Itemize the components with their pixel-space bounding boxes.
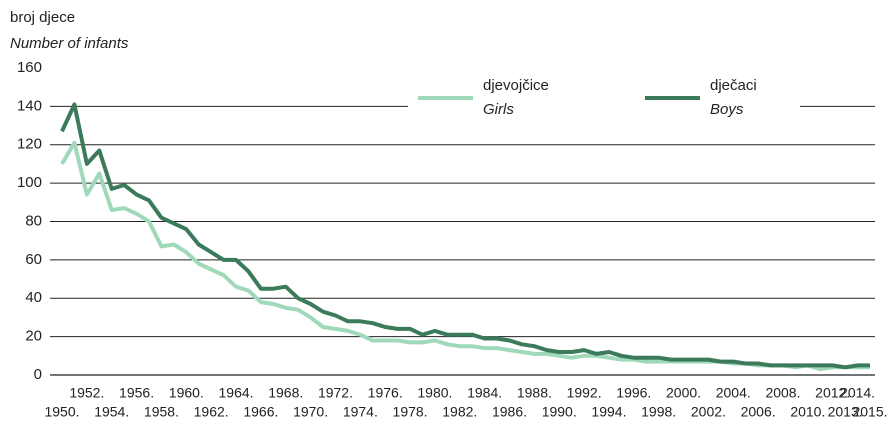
x-tick-label: 1974. [343, 404, 378, 420]
x-tick-label: 2010. [790, 404, 825, 420]
x-tick-label: 2000. [666, 385, 701, 401]
x-tick-label: 1958. [144, 404, 179, 420]
x-tick-label: 1960. [169, 385, 204, 401]
x-tick-label: 1986. [492, 404, 527, 420]
y-tick-label: 160 [17, 59, 42, 76]
legend-background [408, 72, 800, 127]
x-tick-label: 1968. [268, 385, 303, 401]
x-tick-label: 1964. [219, 385, 254, 401]
x-tick-label: 1972. [318, 385, 353, 401]
x-tick-label: 1980. [417, 385, 452, 401]
x-tick-label: 2013. [828, 404, 863, 420]
x-tick-label: 2006. [741, 404, 776, 420]
y-tick-label: 40 [25, 289, 42, 306]
x-tick-label: 2012. [815, 385, 850, 401]
y-tick-label: 60 [25, 251, 42, 268]
x-tick-label: 1994. [591, 404, 626, 420]
x-tick-label: 1992. [567, 385, 602, 401]
x-tick-label: 1950. [44, 404, 79, 420]
legend-label-en: Girls [483, 101, 514, 118]
y-axis-label-en: Number of infants [10, 35, 129, 52]
y-tick-label: 100 [17, 174, 42, 191]
y-tick-label: 20 [25, 328, 42, 345]
x-tick-label: 2008. [765, 385, 800, 401]
y-tick-label: 120 [17, 136, 42, 153]
legend-label-en: Boys [710, 101, 744, 118]
x-tick-label: 2004. [716, 385, 751, 401]
x-tick-label: 1996. [616, 385, 651, 401]
x-tick-label: 1984. [467, 385, 502, 401]
x-tick-label: 1978. [393, 404, 428, 420]
x-tick-label: 2002. [691, 404, 726, 420]
legend-label: dječaci [710, 77, 757, 94]
legend-label: djevojčice [483, 77, 549, 94]
x-tick-label: 1952. [69, 385, 104, 401]
x-tick-label: 1966. [243, 404, 278, 420]
x-tick-label: 1988. [517, 385, 552, 401]
x-tick-label: 1956. [119, 385, 154, 401]
x-tick-label: 2015. [852, 404, 887, 420]
y-tick-label: 0 [34, 366, 42, 383]
y-tick-label: 140 [17, 97, 42, 114]
x-tick-label: 1998. [641, 404, 676, 420]
x-tick-label: 1954. [94, 404, 129, 420]
x-tick-label: 2014. [840, 385, 875, 401]
series-line [60, 102, 870, 370]
y-axis-label: broj djece [10, 9, 75, 26]
x-tick-label: 1976. [368, 385, 403, 401]
x-tick-label: 1970. [293, 404, 328, 420]
x-tick-label: 1990. [542, 404, 577, 420]
x-tick-label: 1982. [442, 404, 477, 420]
y-tick-label: 80 [25, 212, 42, 229]
x-tick-label: 1962. [194, 404, 229, 420]
